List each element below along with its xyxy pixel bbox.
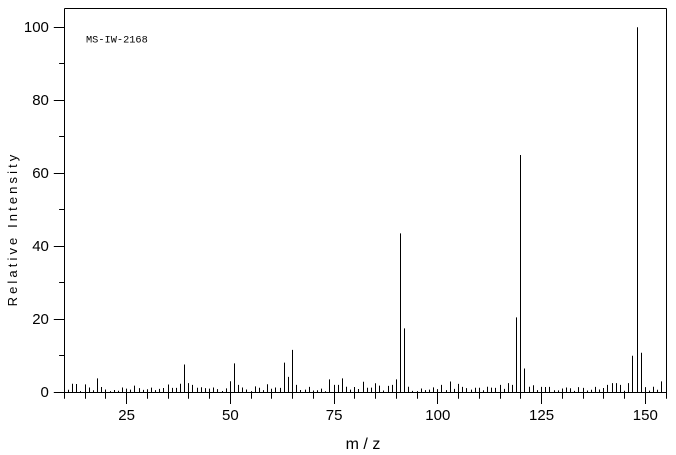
svg-text:m / z: m / z (346, 436, 381, 453)
svg-text:Relative Intensity: Relative Intensity (5, 152, 20, 307)
svg-text:20: 20 (32, 311, 49, 328)
svg-text:80: 80 (32, 92, 49, 109)
svg-text:MS-IW-2168: MS-IW-2168 (86, 35, 148, 47)
svg-text:100: 100 (425, 407, 450, 424)
svg-text:0: 0 (41, 384, 49, 401)
svg-text:125: 125 (529, 407, 554, 424)
svg-text:50: 50 (222, 407, 239, 424)
svg-text:75: 75 (326, 407, 343, 424)
svg-text:60: 60 (32, 165, 49, 182)
svg-text:40: 40 (32, 238, 49, 255)
svg-text:100: 100 (24, 19, 49, 36)
svg-text:150: 150 (633, 407, 658, 424)
svg-text:25: 25 (118, 407, 135, 424)
